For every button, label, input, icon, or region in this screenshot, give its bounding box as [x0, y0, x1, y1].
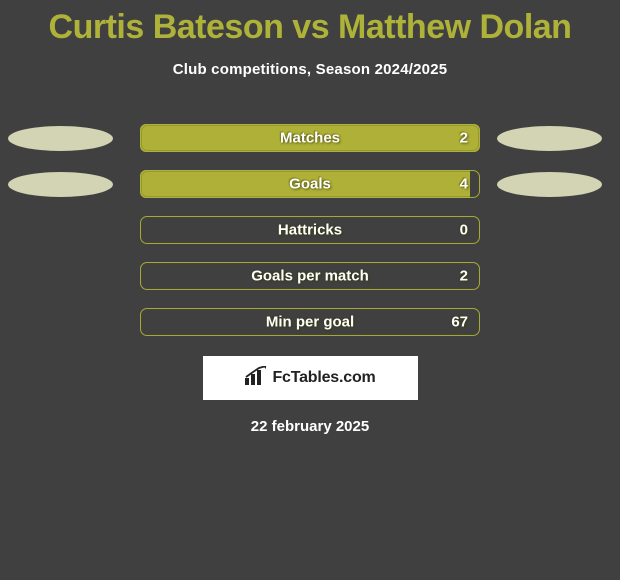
page-subtitle: Club competitions, Season 2024/2025: [0, 61, 620, 78]
left-ellipse: [8, 126, 113, 151]
stats-container: Matches 2 Goals 4 Hattricks 0 Goals per match 2…: [0, 124, 620, 336]
right-ellipse: [497, 126, 602, 151]
stat-label: Matches: [280, 130, 340, 147]
brand-text: FcTables.com: [272, 369, 375, 387]
stat-row: Min per goal 67: [0, 308, 620, 336]
right-ellipse: [497, 172, 602, 197]
stat-bar: Min per goal 67: [140, 308, 480, 336]
stat-row: Hattricks 0: [0, 216, 620, 244]
stat-bar: Matches 2: [140, 124, 480, 152]
stat-value: 0: [460, 222, 468, 239]
stat-label: Goals per match: [251, 268, 369, 285]
stat-bar: Hattricks 0: [140, 216, 480, 244]
stat-label: Min per goal: [266, 314, 354, 331]
stat-row: Goals per match 2: [0, 262, 620, 290]
stat-label: Goals: [289, 176, 331, 193]
stat-bar: Goals per match 2: [140, 262, 480, 290]
left-ellipse: [8, 172, 113, 197]
stat-row: Goals 4: [0, 170, 620, 198]
brand-banner[interactable]: FcTables.com: [203, 356, 418, 400]
stat-value: 2: [460, 130, 468, 147]
stat-row: Matches 2: [0, 124, 620, 152]
stat-value: 2: [460, 268, 468, 285]
stat-value: 67: [451, 314, 468, 331]
stat-bar: Goals 4: [140, 170, 480, 198]
stat-label: Hattricks: [278, 222, 342, 239]
page-title: Curtis Bateson vs Matthew Dolan: [0, 0, 620, 47]
brand-chart-icon: [244, 366, 268, 391]
date-label: 22 february 2025: [0, 418, 620, 435]
stat-value: 4: [460, 176, 468, 193]
